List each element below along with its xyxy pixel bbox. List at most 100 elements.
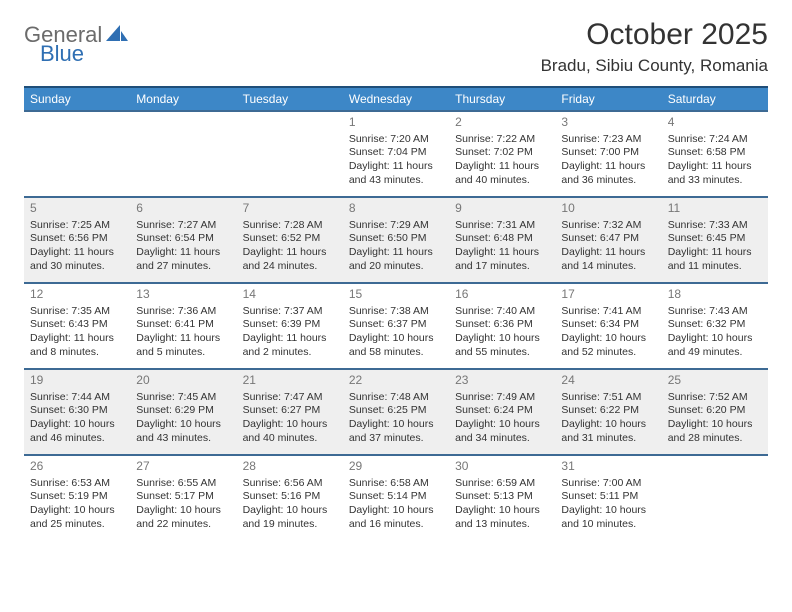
day-number: 25 [668,373,762,389]
sunrise-line: Sunrise: 6:53 AM [30,477,124,491]
calendar-cell: 9Sunrise: 7:31 AMSunset: 6:48 PMDaylight… [449,197,555,283]
daylight-line: Daylight: 10 hours and 55 minutes. [455,332,549,359]
sunset-line: Sunset: 6:48 PM [455,232,549,246]
calendar-cell: 19Sunrise: 7:44 AMSunset: 6:30 PMDayligh… [24,369,130,455]
sunset-line: Sunset: 6:56 PM [30,232,124,246]
sunset-line: Sunset: 6:22 PM [561,404,655,418]
day-number: 6 [136,201,230,217]
daylight-line: Daylight: 10 hours and 58 minutes. [349,332,443,359]
sunrise-line: Sunrise: 7:47 AM [243,391,337,405]
day-number: 31 [561,459,655,475]
calendar-cell: 25Sunrise: 7:52 AMSunset: 6:20 PMDayligh… [662,369,768,455]
day-number: 2 [455,115,549,131]
calendar-week: 12Sunrise: 7:35 AMSunset: 6:43 PMDayligh… [24,283,768,369]
sunrise-line: Sunrise: 7:44 AM [30,391,124,405]
day-number: 26 [30,459,124,475]
day-number: 12 [30,287,124,303]
daylight-line: Daylight: 10 hours and 19 minutes. [243,504,337,531]
sunset-line: Sunset: 6:39 PM [243,318,337,332]
sunset-line: Sunset: 6:50 PM [349,232,443,246]
calendar-week: 1Sunrise: 7:20 AMSunset: 7:04 PMDaylight… [24,111,768,197]
calendar-cell: 6Sunrise: 7:27 AMSunset: 6:54 PMDaylight… [130,197,236,283]
sunrise-line: Sunrise: 6:59 AM [455,477,549,491]
calendar-cell: 22Sunrise: 7:48 AMSunset: 6:25 PMDayligh… [343,369,449,455]
sunset-line: Sunset: 6:43 PM [30,318,124,332]
sunrise-line: Sunrise: 7:43 AM [668,305,762,319]
calendar-cell: 28Sunrise: 6:56 AMSunset: 5:16 PMDayligh… [237,455,343,541]
daylight-line: Daylight: 11 hours and 30 minutes. [30,246,124,273]
day-number: 13 [136,287,230,303]
sunrise-line: Sunrise: 7:51 AM [561,391,655,405]
sunrise-line: Sunrise: 7:38 AM [349,305,443,319]
day-number: 15 [349,287,443,303]
calendar-cell: 12Sunrise: 7:35 AMSunset: 6:43 PMDayligh… [24,283,130,369]
day-number: 27 [136,459,230,475]
calendar-cell: 7Sunrise: 7:28 AMSunset: 6:52 PMDaylight… [237,197,343,283]
sunrise-line: Sunrise: 7:32 AM [561,219,655,233]
sunset-line: Sunset: 6:20 PM [668,404,762,418]
calendar-cell: 11Sunrise: 7:33 AMSunset: 6:45 PMDayligh… [662,197,768,283]
calendar-cell: 31Sunrise: 7:00 AMSunset: 5:11 PMDayligh… [555,455,661,541]
logo-text-blue: Blue [40,41,84,66]
day-number: 19 [30,373,124,389]
sunset-line: Sunset: 5:11 PM [561,490,655,504]
sunrise-line: Sunrise: 7:40 AM [455,305,549,319]
sunrise-line: Sunrise: 6:55 AM [136,477,230,491]
sunset-line: Sunset: 6:25 PM [349,404,443,418]
calendar-table: SundayMondayTuesdayWednesdayThursdayFrid… [24,86,768,541]
calendar-cell: 29Sunrise: 6:58 AMSunset: 5:14 PMDayligh… [343,455,449,541]
sunset-line: Sunset: 5:14 PM [349,490,443,504]
sunset-line: Sunset: 6:58 PM [668,146,762,160]
day-number: 20 [136,373,230,389]
calendar-cell: 18Sunrise: 7:43 AMSunset: 6:32 PMDayligh… [662,283,768,369]
sunset-line: Sunset: 6:24 PM [455,404,549,418]
daylight-line: Daylight: 10 hours and 46 minutes. [30,418,124,445]
daylight-line: Daylight: 10 hours and 31 minutes. [561,418,655,445]
daylight-line: Daylight: 11 hours and 14 minutes. [561,246,655,273]
daylight-line: Daylight: 10 hours and 43 minutes. [136,418,230,445]
daylight-line: Daylight: 11 hours and 20 minutes. [349,246,443,273]
calendar-week: 19Sunrise: 7:44 AMSunset: 6:30 PMDayligh… [24,369,768,455]
sunset-line: Sunset: 7:00 PM [561,146,655,160]
daylight-line: Daylight: 10 hours and 10 minutes. [561,504,655,531]
sunrise-line: Sunrise: 7:45 AM [136,391,230,405]
sunrise-line: Sunrise: 7:25 AM [30,219,124,233]
sunset-line: Sunset: 6:27 PM [243,404,337,418]
logo-text-blue-wrap: Blue [40,41,84,67]
sunset-line: Sunset: 6:32 PM [668,318,762,332]
day-number: 10 [561,201,655,217]
calendar-cell: 16Sunrise: 7:40 AMSunset: 6:36 PMDayligh… [449,283,555,369]
sunrise-line: Sunrise: 7:41 AM [561,305,655,319]
day-number: 5 [30,201,124,217]
sunset-line: Sunset: 5:17 PM [136,490,230,504]
sunrise-line: Sunrise: 7:48 AM [349,391,443,405]
month-title: October 2025 [541,18,768,52]
day-header: Thursday [449,87,555,111]
day-header: Tuesday [237,87,343,111]
day-number: 16 [455,287,549,303]
daylight-line: Daylight: 10 hours and 25 minutes. [30,504,124,531]
day-number: 11 [668,201,762,217]
daylight-line: Daylight: 10 hours and 34 minutes. [455,418,549,445]
sunrise-line: Sunrise: 6:56 AM [243,477,337,491]
calendar-cell [662,455,768,541]
sunrise-line: Sunrise: 7:29 AM [349,219,443,233]
calendar-cell: 10Sunrise: 7:32 AMSunset: 6:47 PMDayligh… [555,197,661,283]
sunrise-line: Sunrise: 7:37 AM [243,305,337,319]
day-header: Sunday [24,87,130,111]
daylight-line: Daylight: 11 hours and 8 minutes. [30,332,124,359]
daylight-line: Daylight: 10 hours and 16 minutes. [349,504,443,531]
sunrise-line: Sunrise: 7:49 AM [455,391,549,405]
sunrise-line: Sunrise: 7:28 AM [243,219,337,233]
sunset-line: Sunset: 7:04 PM [349,146,443,160]
calendar-cell: 14Sunrise: 7:37 AMSunset: 6:39 PMDayligh… [237,283,343,369]
day-number: 21 [243,373,337,389]
day-number: 4 [668,115,762,131]
calendar-cell: 2Sunrise: 7:22 AMSunset: 7:02 PMDaylight… [449,111,555,197]
sunset-line: Sunset: 6:45 PM [668,232,762,246]
sunset-line: Sunset: 5:19 PM [30,490,124,504]
daylight-line: Daylight: 10 hours and 13 minutes. [455,504,549,531]
daylight-line: Daylight: 10 hours and 28 minutes. [668,418,762,445]
daylight-line: Daylight: 11 hours and 27 minutes. [136,246,230,273]
calendar-cell: 17Sunrise: 7:41 AMSunset: 6:34 PMDayligh… [555,283,661,369]
